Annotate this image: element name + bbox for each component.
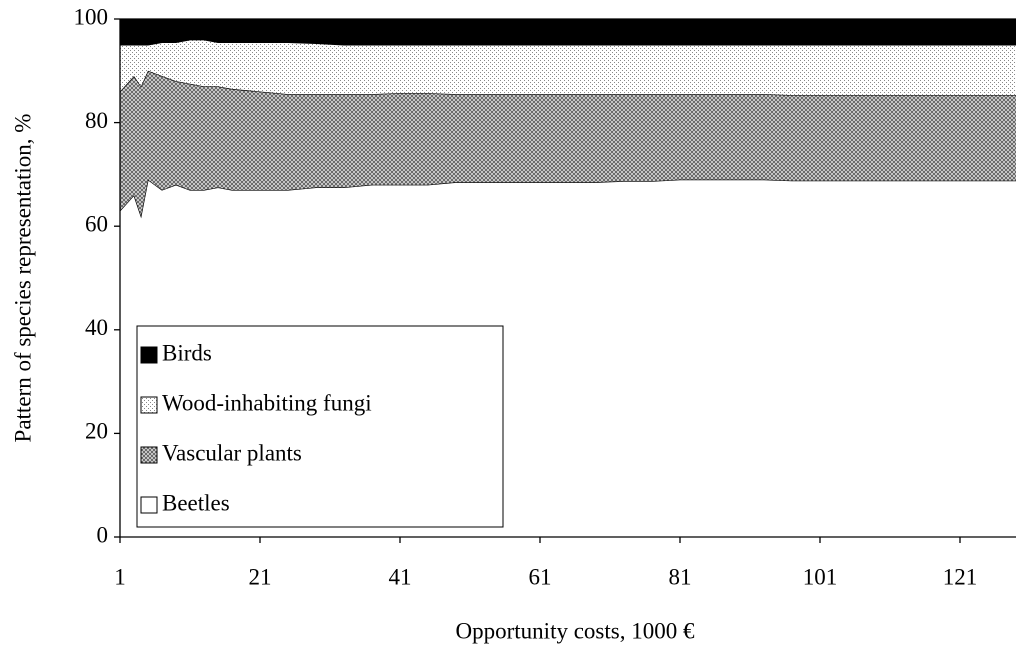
area: [120, 39, 1016, 96]
y-axis-label: Pattern of species representation, %: [10, 114, 35, 443]
legend-swatch: [140, 446, 158, 464]
legend-swatch: [140, 396, 158, 414]
area: [120, 70, 1016, 216]
legend-label: Beetles: [162, 490, 230, 515]
x-tick-label: 101: [803, 564, 838, 589]
legend-swatch: [140, 346, 158, 364]
y-tick-label: 0: [97, 522, 109, 547]
legend-swatch: [140, 496, 158, 514]
x-tick-label: 41: [389, 564, 412, 589]
x-tick-label: 1: [114, 564, 126, 589]
y-tick-label: 40: [85, 315, 108, 340]
y-tick-label: 20: [85, 419, 108, 444]
y-tick-label: 80: [85, 108, 108, 133]
area: [120, 19, 1016, 45]
legend-label: Birds: [162, 340, 212, 365]
y-tick-label: 60: [85, 211, 108, 236]
x-tick-label: 21: [249, 564, 272, 589]
y-tick-label: 100: [74, 4, 109, 29]
x-tick-label: 81: [669, 564, 692, 589]
x-tick-label: 121: [943, 564, 978, 589]
x-axis-label: Opportunity costs, 1000 €: [456, 618, 695, 643]
legend-label: Vascular plants: [162, 440, 302, 465]
legend-label: Wood-inhabiting fungi: [162, 390, 372, 415]
legend: Birds Wood-inhabiting fungi Vascular plant…: [136, 325, 504, 528]
x-tick-label: 61: [529, 564, 552, 589]
legend-box: [136, 325, 504, 528]
